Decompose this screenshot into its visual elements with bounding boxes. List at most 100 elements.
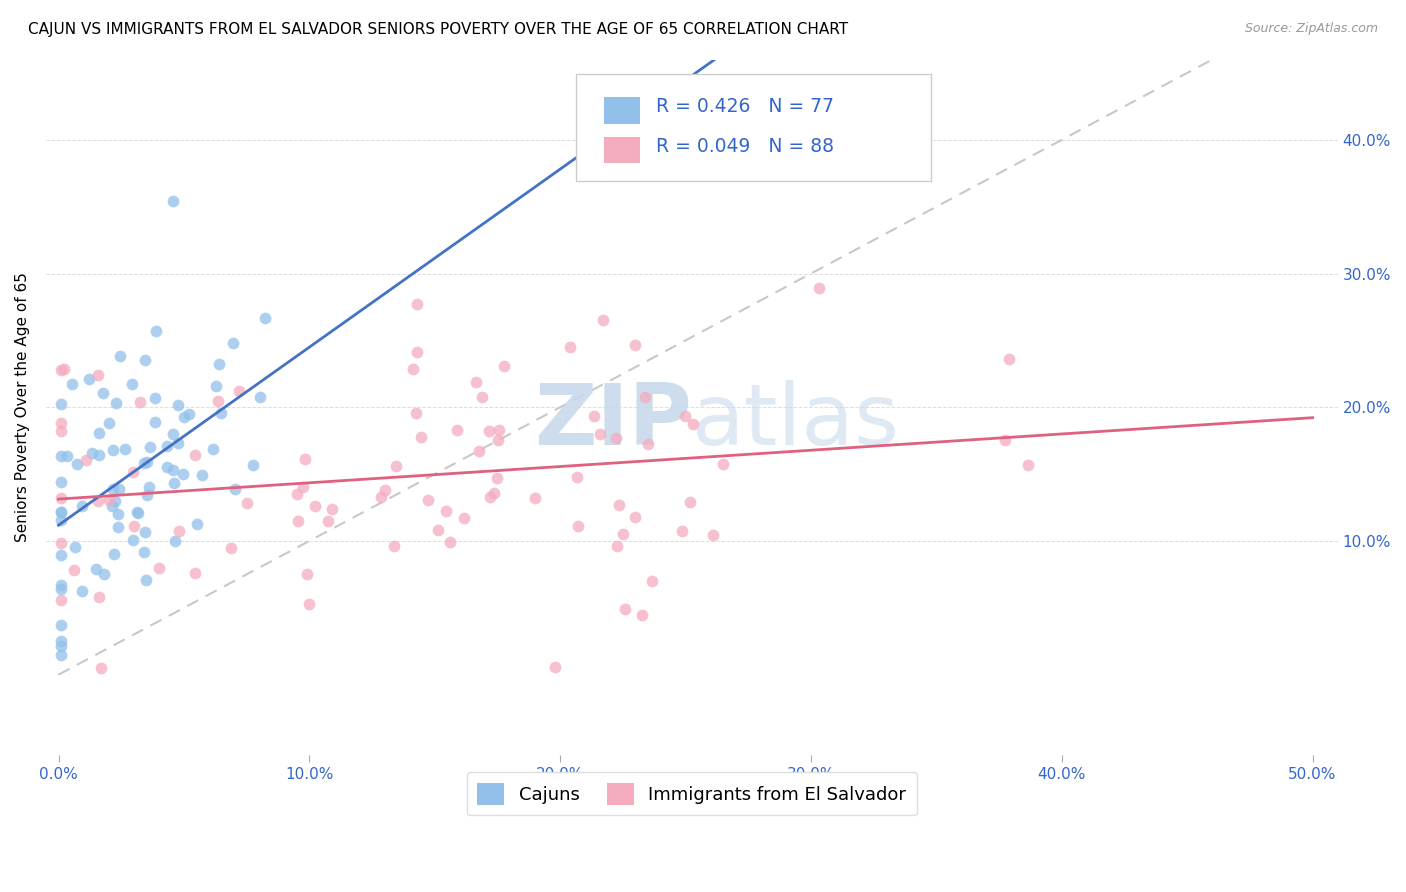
Point [93,566,115,581]
Point [172,467,194,482]
Point [385,458,408,473]
Point [97,416,120,430]
Point [75,452,97,467]
Point [97,493,120,508]
Point [612,527,634,541]
Point [446,423,468,437]
Point [249,391,271,405]
Point [167,524,190,538]
Point [121,533,143,547]
Point [49,363,72,377]
Point [287,514,309,528]
Point [166,398,188,412]
Point [464,376,486,390]
Point [134,456,156,470]
Point [63,540,86,554]
Point [128,395,150,409]
Point [477,425,499,439]
Point [49,618,72,632]
Point [209,406,232,420]
Point [143,392,166,406]
Point [606,539,628,553]
Text: ZIP: ZIP [534,380,692,463]
Point [479,491,502,505]
Point [184,448,207,462]
Point [298,597,321,611]
Point [486,433,509,447]
Point [167,436,190,450]
Point [634,391,657,405]
Point [108,482,131,496]
Point [162,194,184,209]
Point [163,476,186,491]
Point [49,536,72,550]
Point [49,505,72,519]
Point [406,345,429,359]
Point [486,471,509,485]
Point [207,394,229,409]
Point [318,514,340,528]
Point [994,433,1017,447]
Point [405,406,427,420]
Text: Source: ZipAtlas.com: Source: ZipAtlas.com [1244,22,1378,36]
Point [544,660,567,674]
Point [136,455,159,469]
Point [186,517,208,532]
Point [101,443,124,458]
Point [148,561,170,575]
Point [221,541,243,556]
Point [492,359,515,373]
Point [122,519,145,533]
Point [671,524,693,539]
Point [208,358,231,372]
Point [77,372,100,386]
Point [143,415,166,429]
Point [80,446,103,460]
Point [127,507,149,521]
Point [84,562,107,576]
Point [607,498,630,512]
Bar [605,136,640,163]
Point [682,417,704,432]
Point [89,425,111,440]
Point [49,449,72,463]
Point [292,480,315,494]
Point [224,482,246,496]
Point [121,465,143,479]
Point [1017,458,1039,473]
Point [416,492,439,507]
Point [107,520,129,534]
Point [242,458,264,473]
Text: R = 0.426   N = 77: R = 0.426 N = 77 [655,97,834,116]
Point [184,566,207,580]
Point [304,499,326,513]
Point [382,539,405,553]
Point [567,470,589,484]
Point [49,578,72,592]
Point [637,437,659,451]
Point [134,545,156,559]
Point [426,523,449,537]
Point [49,639,72,653]
Point [135,574,157,588]
Point [91,386,114,401]
Point [453,510,475,524]
Point [105,396,128,410]
Point [467,444,489,458]
Text: atlas: atlas [692,380,900,463]
Point [162,427,184,442]
Point [90,661,112,675]
Point [998,351,1021,366]
Point [60,376,83,391]
Y-axis label: Seniors Poverty Over the Age of 65: Seniors Poverty Over the Age of 65 [15,272,30,542]
Point [614,602,637,616]
Point [321,502,343,516]
Point [592,313,614,327]
Point [439,535,461,549]
Point [434,504,457,518]
Point [121,377,143,392]
Point [374,483,396,498]
Point [623,510,645,524]
Point [297,567,319,582]
Point [702,528,724,542]
